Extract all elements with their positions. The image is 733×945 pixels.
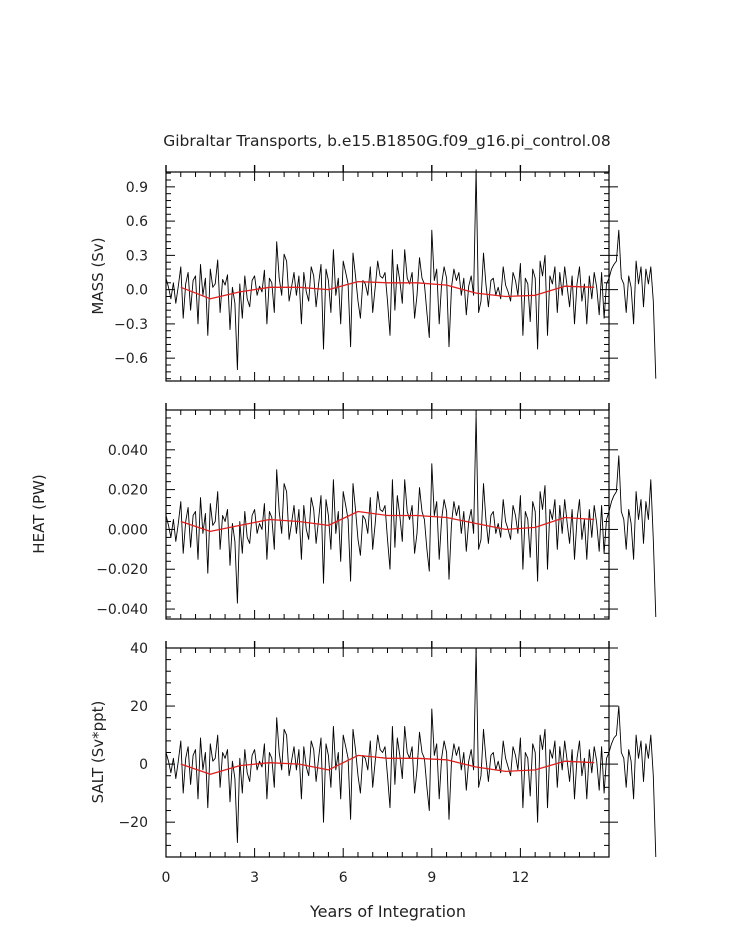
- y-tick-label: −0.6: [114, 351, 148, 367]
- x-tick-label: 9: [427, 870, 436, 886]
- y-tick-label: 0.3: [126, 248, 148, 264]
- smoothed-series-line: [180, 754, 595, 775]
- y-tick-label: −0.3: [114, 317, 148, 333]
- heat-y-tick-labels: −0.040 −0.020 0.000 0.020 0.040: [96, 443, 148, 618]
- y-tick-label: −0.040: [96, 602, 148, 618]
- y-tick-label: 20: [130, 699, 148, 715]
- y-tick-label: 0.020: [108, 483, 148, 499]
- salt-y-axis-label: SALT (Sv*ppt): [89, 701, 107, 804]
- salt-x-tick-labels: 0 3 6 9 12: [162, 870, 530, 886]
- salt-lines: [165, 647, 657, 858]
- x-tick-label: 6: [339, 870, 348, 886]
- x-axis-label: Years of Integration: [309, 902, 466, 921]
- heat-plot-frame: [165, 409, 610, 620]
- panel-salt: −20 0 20 40 0 3 6 9 12 SALT (Sv*ppt) Years of I…: [89, 641, 657, 921]
- monthly-series-line: [165, 647, 657, 858]
- x-tick-label: 12: [511, 870, 529, 886]
- mass-y-tick-labels: −0.6 −0.3 0.0 0.3 0.6 0.9: [114, 180, 148, 367]
- monthly-series-line: [165, 413, 657, 618]
- y-tick-label: −0.020: [96, 562, 148, 578]
- mass-plot-frame: [165, 171, 610, 382]
- y-tick-label: 40: [130, 641, 148, 657]
- mass-lines: [165, 169, 657, 379]
- y-tick-label: −20: [118, 815, 148, 831]
- y-tick-label: 0.0: [126, 283, 148, 299]
- heat-lines: [165, 413, 657, 618]
- smoothed-series-line: [180, 280, 595, 300]
- y-tick-label: 0.040: [108, 443, 148, 459]
- mass-y-axis-label: MASS (Sv): [89, 237, 107, 314]
- y-tick-label: 0.6: [126, 214, 148, 230]
- salt-y-tick-labels: −20 0 20 40: [118, 641, 148, 831]
- monthly-series-line: [165, 169, 657, 379]
- mass-ticks: [165, 165, 618, 381]
- chart-title: Gibraltar Transports, b.e15.B1850G.f09_g…: [163, 132, 611, 151]
- x-tick-label: 3: [250, 870, 259, 886]
- panel-mass: −0.6 −0.3 0.0 0.3 0.6 0.9 MASS (Sv): [89, 165, 657, 382]
- salt-plot-frame: [165, 647, 610, 858]
- heat-y-axis-label: HEAT (PW): [30, 474, 48, 553]
- panel-heat: −0.040 −0.020 0.000 0.020 0.040 HEAT (PW): [30, 403, 657, 620]
- y-tick-label: 0: [139, 757, 148, 773]
- smoothed-series-line: [180, 510, 595, 533]
- y-tick-label: 0.9: [126, 180, 148, 196]
- salt-ticks: [165, 641, 618, 858]
- y-tick-label: 0.000: [108, 522, 148, 538]
- x-tick-label: 0: [162, 870, 171, 886]
